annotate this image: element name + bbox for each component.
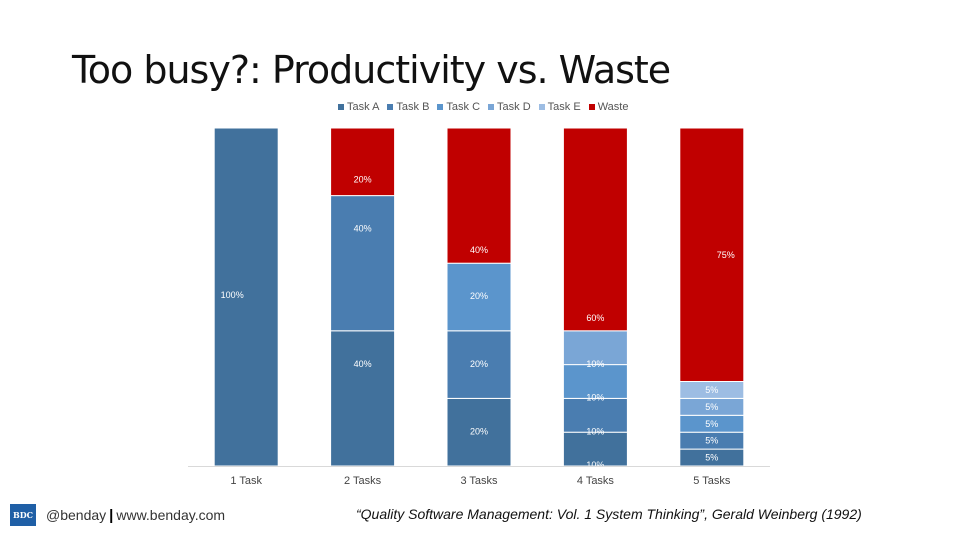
- legend-label: Task C: [446, 101, 481, 113]
- legend-item-task-b: Task B: [387, 101, 429, 113]
- legend-item-task-e: Task E: [538, 101, 581, 113]
- data-label: 20%: [470, 359, 488, 369]
- data-label: 5%: [705, 453, 718, 463]
- legend-item-task-a: Task A: [338, 101, 379, 113]
- x-tick-label: 2 Tasks: [344, 475, 382, 487]
- data-label: 100%: [221, 290, 244, 300]
- data-label: 5%: [705, 385, 718, 395]
- bar-segment-task-d-4: [562, 330, 628, 366]
- legend-swatch: [538, 104, 545, 110]
- source-citation: “Quality Software Management: Vol. 1 Sys…: [356, 506, 862, 522]
- data-label: 20%: [354, 175, 372, 185]
- legend-label: Task A: [347, 101, 380, 113]
- data-label: 20%: [470, 291, 488, 301]
- twitter-handle: @benday: [46, 507, 107, 523]
- legend-swatch: [338, 104, 344, 110]
- bar-segment-task-c-3: [446, 262, 512, 332]
- data-label: 10%: [586, 460, 604, 470]
- benday-logo: BDC: [10, 504, 36, 526]
- bar-segment-task-b-4: [562, 397, 628, 433]
- legend-label: Waste: [597, 101, 629, 113]
- data-label: 5%: [705, 436, 718, 446]
- bar-segment-task-a-1: [213, 127, 279, 467]
- data-label: 40%: [354, 359, 372, 369]
- legend-label: Task D: [497, 101, 531, 113]
- legend-swatch: [488, 104, 495, 110]
- stacked-bar-chart: 100% 1 Task 40% 40% 20% 2 Tasks 20% 20% 20% 40% 3 …: [188, 127, 770, 487]
- data-label: 40%: [354, 224, 372, 234]
- footer-separator: |: [109, 506, 114, 524]
- legend-item-waste: Waste: [588, 101, 629, 113]
- bar-segment-task-a-2: [330, 330, 396, 467]
- x-tick-label: 3 Tasks: [460, 475, 498, 487]
- data-label: 40%: [470, 245, 488, 255]
- legend-item-task-d: Task D: [488, 101, 531, 113]
- data-label: 10%: [586, 426, 604, 436]
- bar-segment-task-b-3: [446, 330, 512, 399]
- data-label: 75%: [717, 250, 735, 260]
- bar-segment-waste-5: [679, 127, 745, 382]
- data-label: 5%: [705, 419, 718, 429]
- legend-item-task-c: Task C: [437, 101, 480, 113]
- data-label: 10%: [586, 393, 604, 403]
- data-label: 10%: [586, 359, 604, 369]
- x-tick-label: 1 Task: [230, 475, 262, 487]
- legend-label: Task E: [547, 101, 581, 113]
- x-tick-label: 5 Tasks: [693, 475, 731, 487]
- data-label: 60%: [586, 313, 604, 323]
- data-label: 20%: [470, 426, 488, 436]
- page-title: Too busy?: Productivity vs. Waste: [72, 48, 671, 92]
- x-tick-label: 4 Tasks: [577, 475, 615, 487]
- legend-swatch: [437, 104, 444, 110]
- data-label: 5%: [705, 402, 718, 412]
- bar-segment-task-a-3: [446, 397, 512, 467]
- footer-branding: BDC @benday | www.benday.com: [10, 502, 225, 528]
- legend-label: Task B: [396, 101, 430, 113]
- bar-segment-waste-3: [446, 127, 512, 264]
- bar-segment-task-b-2: [330, 195, 396, 332]
- website-link[interactable]: www.benday.com: [116, 507, 226, 523]
- legend-swatch: [387, 104, 394, 110]
- legend-swatch: [588, 104, 595, 110]
- bar-segment-waste-4: [562, 127, 628, 332]
- bar-segment-waste-2: [330, 127, 396, 197]
- chart-legend: Task A Task B Task C Task D Task E Waste: [338, 100, 636, 114]
